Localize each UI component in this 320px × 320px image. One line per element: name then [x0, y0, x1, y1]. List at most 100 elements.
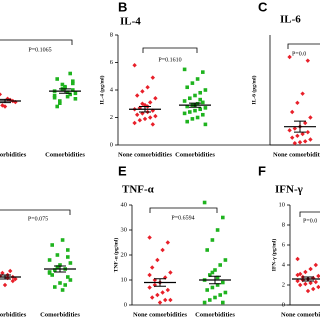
data-point: [195, 101, 200, 106]
error-bar: [154, 278, 166, 287]
bracket: [0, 39, 73, 45]
data-point: [195, 115, 200, 120]
data-point: [73, 91, 78, 96]
data-point: [201, 112, 205, 117]
data-point: [308, 266, 313, 272]
data-point: [198, 90, 202, 95]
data-point: [185, 119, 189, 124]
data-point: [185, 85, 189, 90]
data-point: [55, 265, 60, 269]
data-point: [188, 110, 192, 114]
bracket: [287, 43, 320, 49]
p-value: P=0.1610: [158, 57, 181, 63]
data-point: [71, 88, 75, 92]
data-point: [142, 116, 148, 122]
data-point: [53, 268, 57, 272]
data-point: [58, 99, 62, 103]
data-point: [2, 104, 8, 109]
data-point: [193, 93, 197, 98]
data-point: [0, 92, 2, 97]
error-bar: [294, 120, 306, 133]
y-axis-label: IL-6 (pg/ml): [250, 75, 257, 104]
data-point: [287, 128, 292, 133]
data-point: [157, 300, 163, 305]
data-point: [305, 58, 310, 63]
data-point: [63, 84, 67, 89]
data-point: [137, 118, 142, 123]
data-point: [153, 96, 158, 101]
panel-letter: B: [118, 0, 127, 14]
x-tick-label: e comorbidities: [0, 151, 27, 158]
data-point: [290, 135, 295, 140]
error-bar: [189, 102, 201, 108]
data-point: [68, 261, 73, 265]
data-point: [300, 91, 305, 96]
data-point: [311, 286, 316, 292]
data-point: [55, 104, 59, 109]
data-point: [198, 107, 202, 112]
y-tick-label: 2: [110, 114, 113, 121]
y-tick-label: 8: [110, 31, 113, 38]
data-point: [190, 81, 195, 85]
y-axis-label: IL-4 (pg/ml): [98, 75, 105, 104]
data-point: [203, 106, 208, 110]
data-point: [13, 276, 18, 282]
data-point: [168, 270, 173, 275]
y-tick-label: 30: [121, 226, 128, 233]
p-value: P=0.1065: [28, 47, 51, 53]
data-point: [60, 238, 65, 242]
data-point: [50, 243, 54, 247]
data-point: [287, 54, 292, 60]
data-point: [155, 257, 160, 263]
data-point: [53, 285, 57, 289]
x-tick-label: e comorbidities: [0, 311, 27, 318]
y-tick-label: 0: [124, 301, 127, 308]
data-point: [303, 281, 308, 287]
data-point: [60, 288, 65, 292]
data-point: [316, 284, 320, 290]
data-point: [52, 93, 57, 98]
data-point: [292, 126, 297, 131]
data-point: [71, 79, 75, 83]
data-point: [205, 288, 209, 292]
x-tick-label: Comorbidities: [40, 311, 80, 318]
data-point: [66, 248, 70, 252]
data-point: [215, 283, 220, 287]
data-point: [221, 280, 225, 285]
data-point: [140, 101, 145, 106]
bracket: [142, 47, 198, 53]
data-point: [135, 112, 140, 117]
data-point: [201, 100, 205, 105]
data-point: [142, 102, 148, 108]
y-tick-label: 0: [282, 301, 285, 308]
data-point: [47, 258, 52, 262]
data-point: [0, 270, 5, 276]
bracket: [149, 207, 218, 213]
panel-letter: E: [118, 163, 127, 178]
bracket: [0, 209, 71, 215]
x-tick-label: Comorbidities: [45, 151, 85, 158]
data-point: [71, 81, 75, 86]
data-point: [208, 298, 212, 302]
data-point: [208, 273, 212, 277]
data-point: [308, 137, 313, 142]
y-tick-label: 10: [121, 276, 128, 283]
data-point: [210, 270, 215, 275]
data-point: [55, 77, 59, 81]
data-point: [290, 109, 295, 115]
data-point: [66, 275, 70, 279]
data-point: [63, 283, 67, 287]
data-point: [308, 280, 313, 286]
data-point: [297, 140, 303, 145]
data-point: [210, 285, 215, 290]
data-point: [298, 282, 303, 288]
data-point: [223, 290, 228, 295]
y-tick-label: 4: [282, 261, 286, 268]
data-point: [182, 99, 187, 103]
x-tick-label: Comorbidities: [195, 311, 235, 318]
panel-title: IL-6: [280, 14, 301, 26]
data-point: [148, 100, 153, 105]
y-tick-label: 6: [110, 59, 114, 66]
data-point: [165, 287, 170, 293]
